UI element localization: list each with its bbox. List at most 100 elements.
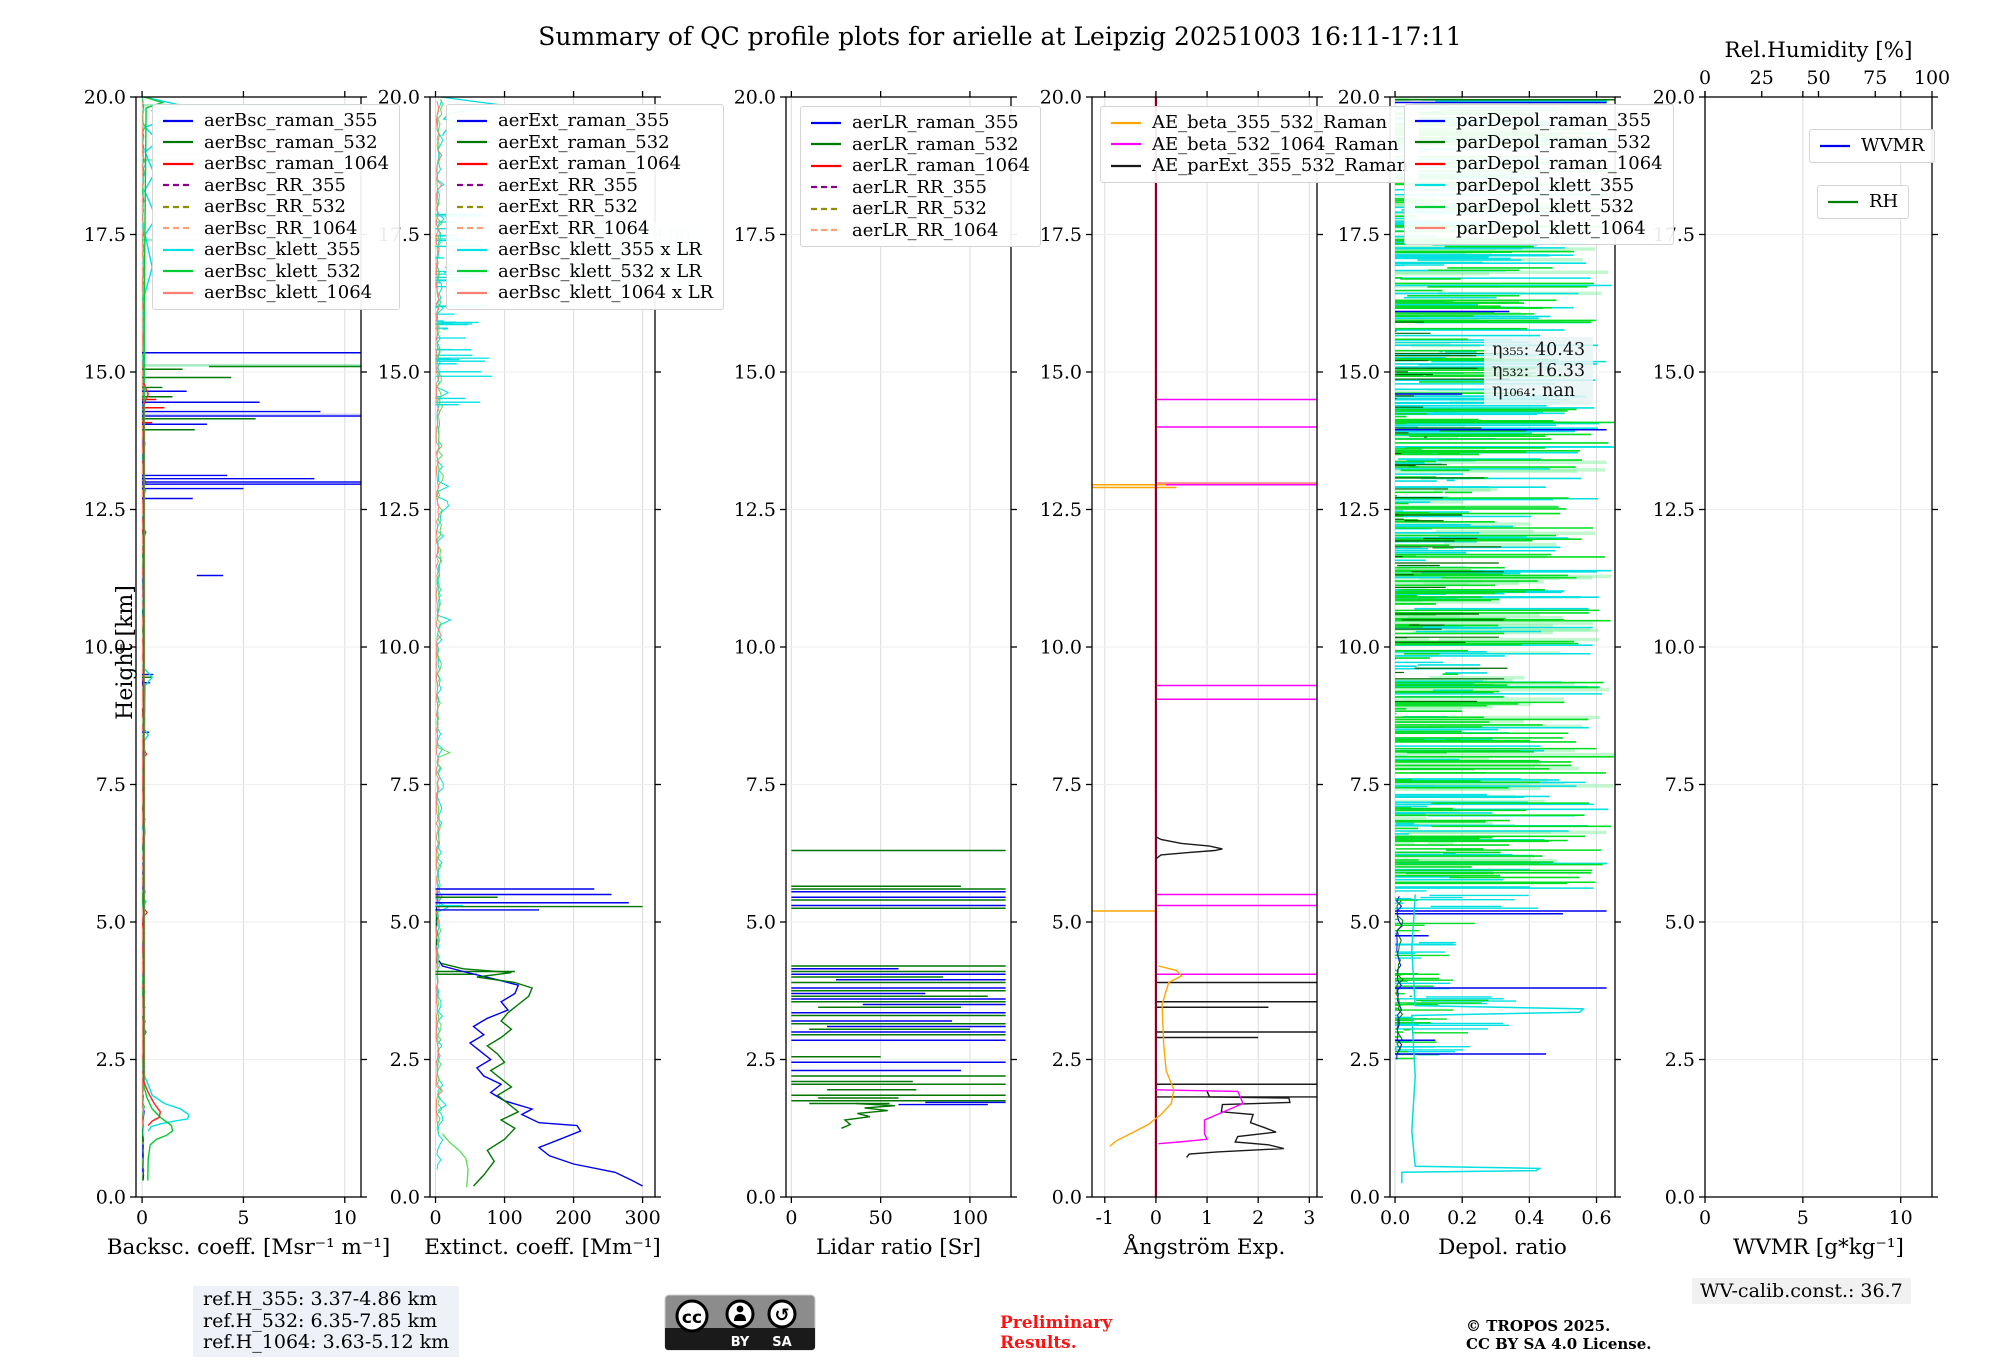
svg-text:0.0: 0.0 bbox=[1052, 1187, 1082, 1209]
legend-entry: aerExt_RR_532 bbox=[455, 196, 713, 218]
legend-swatch-icon bbox=[1415, 162, 1445, 165]
series-aerExt_raman_355 bbox=[438, 960, 643, 1187]
xlabel-extinction: Extinct. coeff. [Mm⁻¹] bbox=[424, 1235, 661, 1260]
preliminary-line-2: Results. bbox=[1000, 1333, 1077, 1353]
svg-text:12.5: 12.5 bbox=[1338, 499, 1380, 521]
svg-text:12.5: 12.5 bbox=[1653, 499, 1695, 521]
legend-swatch-icon bbox=[163, 184, 193, 187]
legend-label: aerBsc_klett_532 bbox=[204, 260, 361, 282]
svg-text:15.0: 15.0 bbox=[734, 362, 776, 384]
legend-swatch-icon bbox=[1415, 205, 1445, 208]
svg-text:5: 5 bbox=[1797, 1207, 1809, 1229]
legend-swatch-icon bbox=[457, 141, 487, 144]
svg-text:2.5: 2.5 bbox=[96, 1049, 126, 1071]
svg-text:10.0: 10.0 bbox=[1040, 637, 1082, 659]
panel-depol-ratio-plot: 0.0 0.2 0.4 0.6 0.0 2.5 5.0 7.5 10.0 12.5 15.0 17.5… bbox=[1338, 87, 1621, 1260]
svg-text:0.4: 0.4 bbox=[1514, 1207, 1544, 1229]
legend-entry: aerExt_raman_532 bbox=[455, 132, 713, 154]
legend-swatch-icon bbox=[1415, 141, 1445, 144]
ref-h-532: ref.H_532: 6.35-7.85 km bbox=[203, 1309, 438, 1332]
svg-text:20.0: 20.0 bbox=[1338, 87, 1380, 109]
legend-entry: AE_beta_355_532_Raman bbox=[1109, 112, 1408, 134]
legend-swatch-icon bbox=[457, 248, 487, 251]
legend-swatch-icon bbox=[811, 186, 841, 189]
svg-text:50: 50 bbox=[869, 1207, 893, 1229]
svg-text:12.5: 12.5 bbox=[378, 499, 420, 521]
legend-entry: aerBsc_raman_532 bbox=[161, 132, 389, 154]
legend-swatch-icon bbox=[1111, 143, 1141, 146]
tropos-copyright: © TROPOS 2025. CC BY SA 4.0 License. bbox=[1466, 1317, 1652, 1353]
svg-text:7.5: 7.5 bbox=[746, 774, 776, 796]
svg-text:7.5: 7.5 bbox=[1052, 774, 1082, 796]
legend-entry: parDepol_klett_355 bbox=[1413, 175, 1663, 197]
legend-entry: aerLR_raman_355 bbox=[809, 112, 1030, 134]
legend-entry: aerExt_raman_1064 bbox=[455, 153, 713, 175]
legend-swatch-icon bbox=[457, 184, 487, 187]
series-AE_parExt_low bbox=[1186, 1091, 1291, 1158]
legend-entry: aerLR_raman_532 bbox=[809, 134, 1030, 156]
legend-swatch-icon bbox=[811, 207, 841, 210]
svg-text:0.0: 0.0 bbox=[1380, 1207, 1410, 1229]
legend-swatch-icon bbox=[1415, 184, 1445, 187]
svg-text:17.5: 17.5 bbox=[1040, 224, 1082, 246]
legend-label: aerBsc_klett_532 x LR bbox=[498, 260, 702, 282]
cc-license-badge: cc ↺ BY SA bbox=[664, 1294, 816, 1355]
legend-swatch-icon bbox=[1415, 119, 1445, 122]
svg-text:5.0: 5.0 bbox=[390, 912, 420, 934]
cc-by-label: BY bbox=[731, 1335, 750, 1350]
svg-text:7.5: 7.5 bbox=[1350, 774, 1380, 796]
legend-swatch-icon bbox=[811, 121, 841, 124]
legend-label: aerLR_raman_1064 bbox=[852, 155, 1031, 176]
series-aerBsc_klett_532 bbox=[143, 96, 174, 1181]
legend-entry: parDepol_raman_1064 bbox=[1413, 153, 1663, 175]
tropos-line-2: CC BY SA 4.0 License. bbox=[1466, 1335, 1652, 1353]
xlabel-depol-ratio: Depol. ratio bbox=[1438, 1235, 1567, 1260]
legend-entry: aerBsc_klett_355 bbox=[161, 239, 389, 261]
legend-label: RH bbox=[1869, 191, 1899, 212]
top-axis-label: Rel.Humidity [%] bbox=[1725, 38, 1913, 63]
legend-swatch-icon bbox=[457, 291, 487, 294]
svg-text:100: 100 bbox=[952, 1207, 988, 1229]
legend-swatch-icon bbox=[457, 119, 487, 122]
legend-label: aerBsc_klett_1064 bbox=[204, 282, 373, 303]
svg-text:15.0: 15.0 bbox=[1338, 362, 1380, 384]
legend-entry: aerLR_RR_355 bbox=[809, 177, 1030, 199]
legend-swatch-icon bbox=[163, 227, 193, 230]
svg-text:2.5: 2.5 bbox=[746, 1049, 776, 1071]
svg-text:5.0: 5.0 bbox=[96, 912, 126, 934]
legend-swatch-icon bbox=[811, 164, 841, 167]
panel-lidar-ratio-plot: 0 50 100 0.0 2.5 5.0 7.5 10.0 12.5 15.0 17.5 20.0 Li… bbox=[734, 87, 1017, 1260]
legend-swatch-icon bbox=[457, 227, 487, 230]
legend-swatch-icon bbox=[163, 291, 193, 294]
svg-text:0: 0 bbox=[785, 1207, 797, 1229]
legend-label: aerBsc_raman_532 bbox=[204, 131, 378, 153]
xlabel-lidar-ratio: Lidar ratio [Sr] bbox=[816, 1235, 981, 1260]
legend-label: AE_parExt_355_532_Raman bbox=[1152, 155, 1409, 176]
svg-text:50: 50 bbox=[1806, 67, 1830, 89]
svg-text:5: 5 bbox=[237, 1207, 249, 1229]
legend-swatch-icon bbox=[163, 119, 193, 122]
legend-label: aerBsc_RR_355 bbox=[204, 174, 346, 196]
panel-wvmr-plot: 0 5 100.02.55.07.510.012.515.017.520.0WVMR… bbox=[1653, 38, 1950, 1260]
legend-label: aerBsc_raman_1064 bbox=[204, 153, 390, 174]
legend-entry: WVMR bbox=[1818, 135, 1924, 157]
xlabel-backscatter: Backsc. coeff. [Msr⁻¹ m⁻¹] bbox=[107, 1235, 391, 1260]
svg-text:5.0: 5.0 bbox=[1350, 912, 1380, 934]
panel-backscatter: 0 5 10 0.0 2.5 5.0 7.5 10.0 12.5 15.0 17.5 20.0 Back… bbox=[84, 87, 401, 1260]
legend-label: aerExt_RR_355 bbox=[498, 174, 638, 196]
svg-text:0: 0 bbox=[1699, 67, 1711, 89]
legend-entry: parDepol_klett_1064 bbox=[1413, 218, 1663, 240]
svg-text:10.0: 10.0 bbox=[378, 637, 420, 659]
svg-text:3: 3 bbox=[1303, 1207, 1315, 1229]
xlabel-wvmr: WVMR [g*kg⁻¹] bbox=[1733, 1235, 1904, 1260]
series-aerLR_raman_532_low bbox=[841, 1102, 895, 1129]
legend-swatch-icon bbox=[811, 229, 841, 232]
legend-entry: AE_parExt_355_532_Raman bbox=[1109, 155, 1408, 177]
legend-entry: aerExt_RR_1064 bbox=[455, 218, 713, 240]
svg-text:300: 300 bbox=[624, 1207, 660, 1229]
svg-text:7.5: 7.5 bbox=[390, 774, 420, 796]
legend-label: aerBsc_RR_532 bbox=[204, 196, 346, 217]
legend-label: AE_beta_355_532_Raman bbox=[1152, 112, 1388, 133]
svg-text:20.0: 20.0 bbox=[734, 87, 776, 109]
